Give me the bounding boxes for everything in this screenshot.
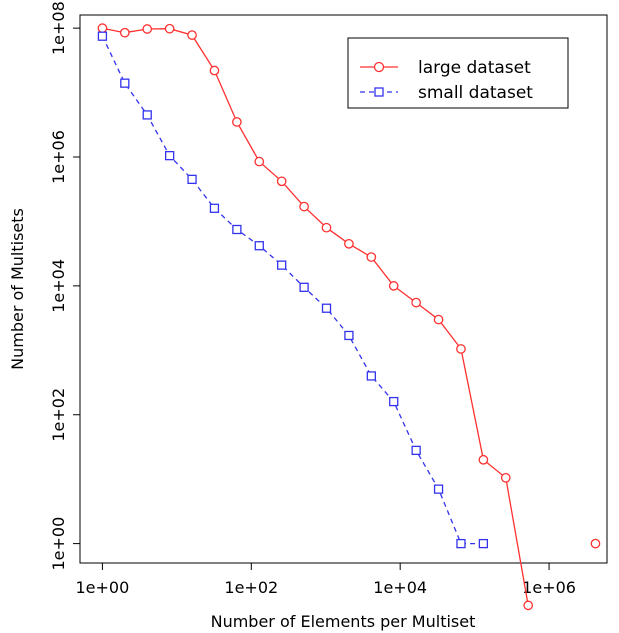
data-point bbox=[478, 454, 489, 465]
data-point bbox=[366, 252, 377, 262]
y-tick-label: 1e+04 bbox=[49, 259, 68, 313]
data-point bbox=[232, 224, 242, 235]
y-tick-label: 1e+08 bbox=[49, 1, 68, 55]
series-large-dataset bbox=[97, 23, 601, 611]
legend: large dataset small dataset bbox=[347, 37, 569, 109]
y-tick-label: 1e+00 bbox=[49, 517, 68, 571]
y-axis: 1e+00 1e+02 1e+04 1e+06 1e+08 bbox=[49, 1, 80, 571]
data-point bbox=[388, 281, 399, 291]
legend-marker-large bbox=[373, 61, 385, 73]
x-tick-label: 1e+06 bbox=[522, 578, 576, 597]
data-point bbox=[344, 330, 354, 341]
data-point bbox=[164, 150, 175, 161]
series-layer bbox=[97, 23, 601, 611]
legend-label-large: large dataset bbox=[418, 58, 531, 78]
data-point bbox=[456, 538, 466, 549]
x-axis-title: Number of Elements per Multiset bbox=[211, 612, 476, 631]
data-point bbox=[433, 484, 444, 494]
data-point bbox=[120, 78, 130, 88]
data-point bbox=[254, 156, 265, 167]
data-point bbox=[366, 371, 376, 381]
series-small-dataset bbox=[97, 31, 489, 549]
data-point bbox=[456, 344, 466, 354]
legend-marker-small bbox=[374, 87, 384, 97]
data-point bbox=[254, 241, 264, 251]
data-point bbox=[321, 303, 332, 313]
data-point bbox=[433, 314, 444, 325]
data-point bbox=[523, 600, 534, 611]
data-point bbox=[119, 27, 130, 38]
data-point bbox=[209, 203, 220, 213]
y-tick-label: 1e+06 bbox=[49, 130, 68, 184]
data-point bbox=[164, 23, 175, 34]
data-point bbox=[97, 31, 108, 41]
x-axis: 1e+00 1e+02 1e+04 1e+06 bbox=[76, 563, 576, 597]
data-point bbox=[500, 472, 511, 483]
data-point bbox=[142, 24, 153, 34]
data-point bbox=[187, 174, 197, 185]
data-point bbox=[142, 110, 152, 120]
plot-frame bbox=[79, 14, 608, 564]
data-point bbox=[97, 23, 108, 34]
data-point bbox=[411, 445, 421, 456]
x-tick-label: 1e+02 bbox=[224, 578, 278, 597]
data-point bbox=[344, 238, 354, 249]
data-point bbox=[411, 297, 421, 308]
x-tick-label: 1e+04 bbox=[373, 578, 427, 597]
data-point bbox=[232, 117, 242, 127]
legend-box bbox=[347, 37, 569, 109]
data-point bbox=[277, 260, 287, 270]
data-point bbox=[590, 538, 601, 549]
data-point bbox=[187, 30, 197, 40]
data-point bbox=[299, 282, 309, 292]
series-line bbox=[102, 27, 529, 606]
data-point bbox=[209, 65, 220, 76]
data-point bbox=[389, 396, 399, 407]
legend-label-small: small dataset bbox=[418, 83, 533, 103]
y-tick-label: 1e+02 bbox=[49, 388, 68, 442]
data-point bbox=[276, 176, 287, 187]
data-point bbox=[478, 538, 489, 549]
data-point bbox=[321, 222, 332, 233]
data-point bbox=[299, 201, 309, 212]
series-line bbox=[101, 35, 484, 545]
x-tick-label: 1e+00 bbox=[76, 578, 130, 597]
y-axis-title: Number of Multisets bbox=[8, 208, 27, 370]
